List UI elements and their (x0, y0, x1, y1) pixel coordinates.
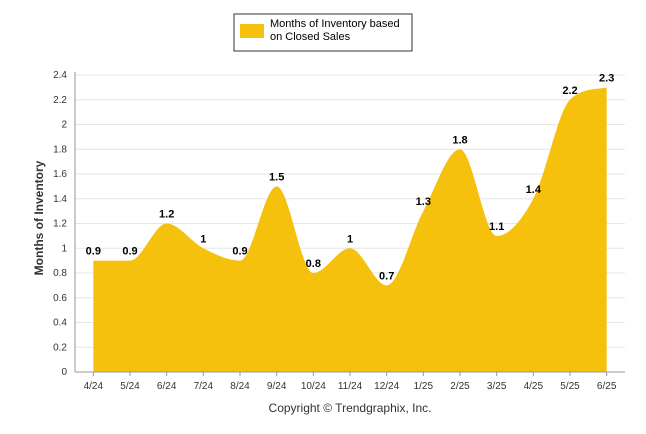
data-labels: 0.9 0.9 1.2 1 0.9 1.5 0.8 1 0.7 1.3 1.8 1.1 1.4 2.2 2.… (86, 72, 615, 282)
legend-swatch (240, 24, 264, 38)
x-tick-label: 4/24 (84, 381, 104, 392)
data-label: 1.2 (159, 209, 174, 221)
x-tick-label: 5/25 (560, 381, 580, 392)
y-tick-label: 2 (61, 120, 67, 131)
data-label: 0.9 (122, 246, 137, 258)
y-tick-label: 1.8 (53, 144, 67, 155)
legend-label-line-1: Months of Inventory based (270, 18, 400, 30)
data-label: 0.7 (379, 270, 394, 282)
y-tick-labels: 0 0.2 0.4 0.6 0.8 1 1.2 1.4 1.6 1.8 2 2.2 2.4 (53, 70, 67, 378)
legend-label-line-2: on Closed Sales (270, 31, 351, 43)
x-tick-label: 10/24 (301, 381, 326, 392)
data-label: 1 (347, 233, 353, 245)
y-tick-label: 1.2 (53, 219, 67, 230)
x-tick-label: 6/25 (597, 381, 617, 392)
y-tick-label: 0.4 (53, 318, 67, 329)
data-label: 1 (200, 233, 206, 245)
area-series (93, 87, 607, 372)
x-tick-label: 1/25 (414, 381, 434, 392)
y-tick-label: 2.4 (53, 70, 67, 81)
legend: Months of Inventory based on Closed Sale… (233, 13, 413, 52)
x-tick-labels: 4/24 5/24 6/24 7/24 8/24 9/24 10/24 11/24 12/24 1… (84, 372, 617, 392)
data-label: 1.4 (526, 184, 542, 196)
x-tick-label: 2/25 (450, 381, 470, 392)
y-tick-label: 0.8 (53, 268, 67, 279)
data-label: 2.3 (599, 72, 614, 84)
y-tick-label: 1 (61, 243, 67, 254)
copyright-footer: Copyright © Trendgraphix, Inc. (269, 401, 432, 415)
y-tick-label: 0.6 (53, 293, 67, 304)
x-tick-label: 5/24 (120, 381, 140, 392)
x-tick-label: 7/24 (194, 381, 214, 392)
data-label: 1.3 (416, 196, 431, 208)
data-label: 1.5 (269, 171, 284, 183)
y-tick-label: 2.2 (53, 95, 67, 106)
x-tick-label: 4/25 (524, 381, 544, 392)
data-label: 1.1 (489, 221, 504, 233)
data-label: 0.8 (306, 258, 321, 270)
y-tick-label: 1.4 (53, 194, 67, 205)
x-tick-label: 3/25 (487, 381, 507, 392)
y-tick-label: 1.6 (53, 169, 67, 180)
y-axis-title: Months of Inventory (32, 160, 46, 275)
y-tick-label: 0.2 (53, 342, 67, 353)
x-tick-label: 11/24 (338, 381, 363, 392)
data-label: 0.9 (232, 246, 247, 258)
data-label: 2.2 (562, 85, 577, 97)
area-fill (93, 87, 607, 372)
data-label: 1.8 (452, 134, 467, 146)
data-label: 0.9 (86, 246, 101, 258)
x-tick-label: 6/24 (157, 381, 177, 392)
x-tick-label: 9/24 (267, 381, 287, 392)
y-tick-label: 0 (61, 367, 67, 378)
x-tick-label: 8/24 (230, 381, 250, 392)
x-tick-label: 12/24 (374, 381, 399, 392)
